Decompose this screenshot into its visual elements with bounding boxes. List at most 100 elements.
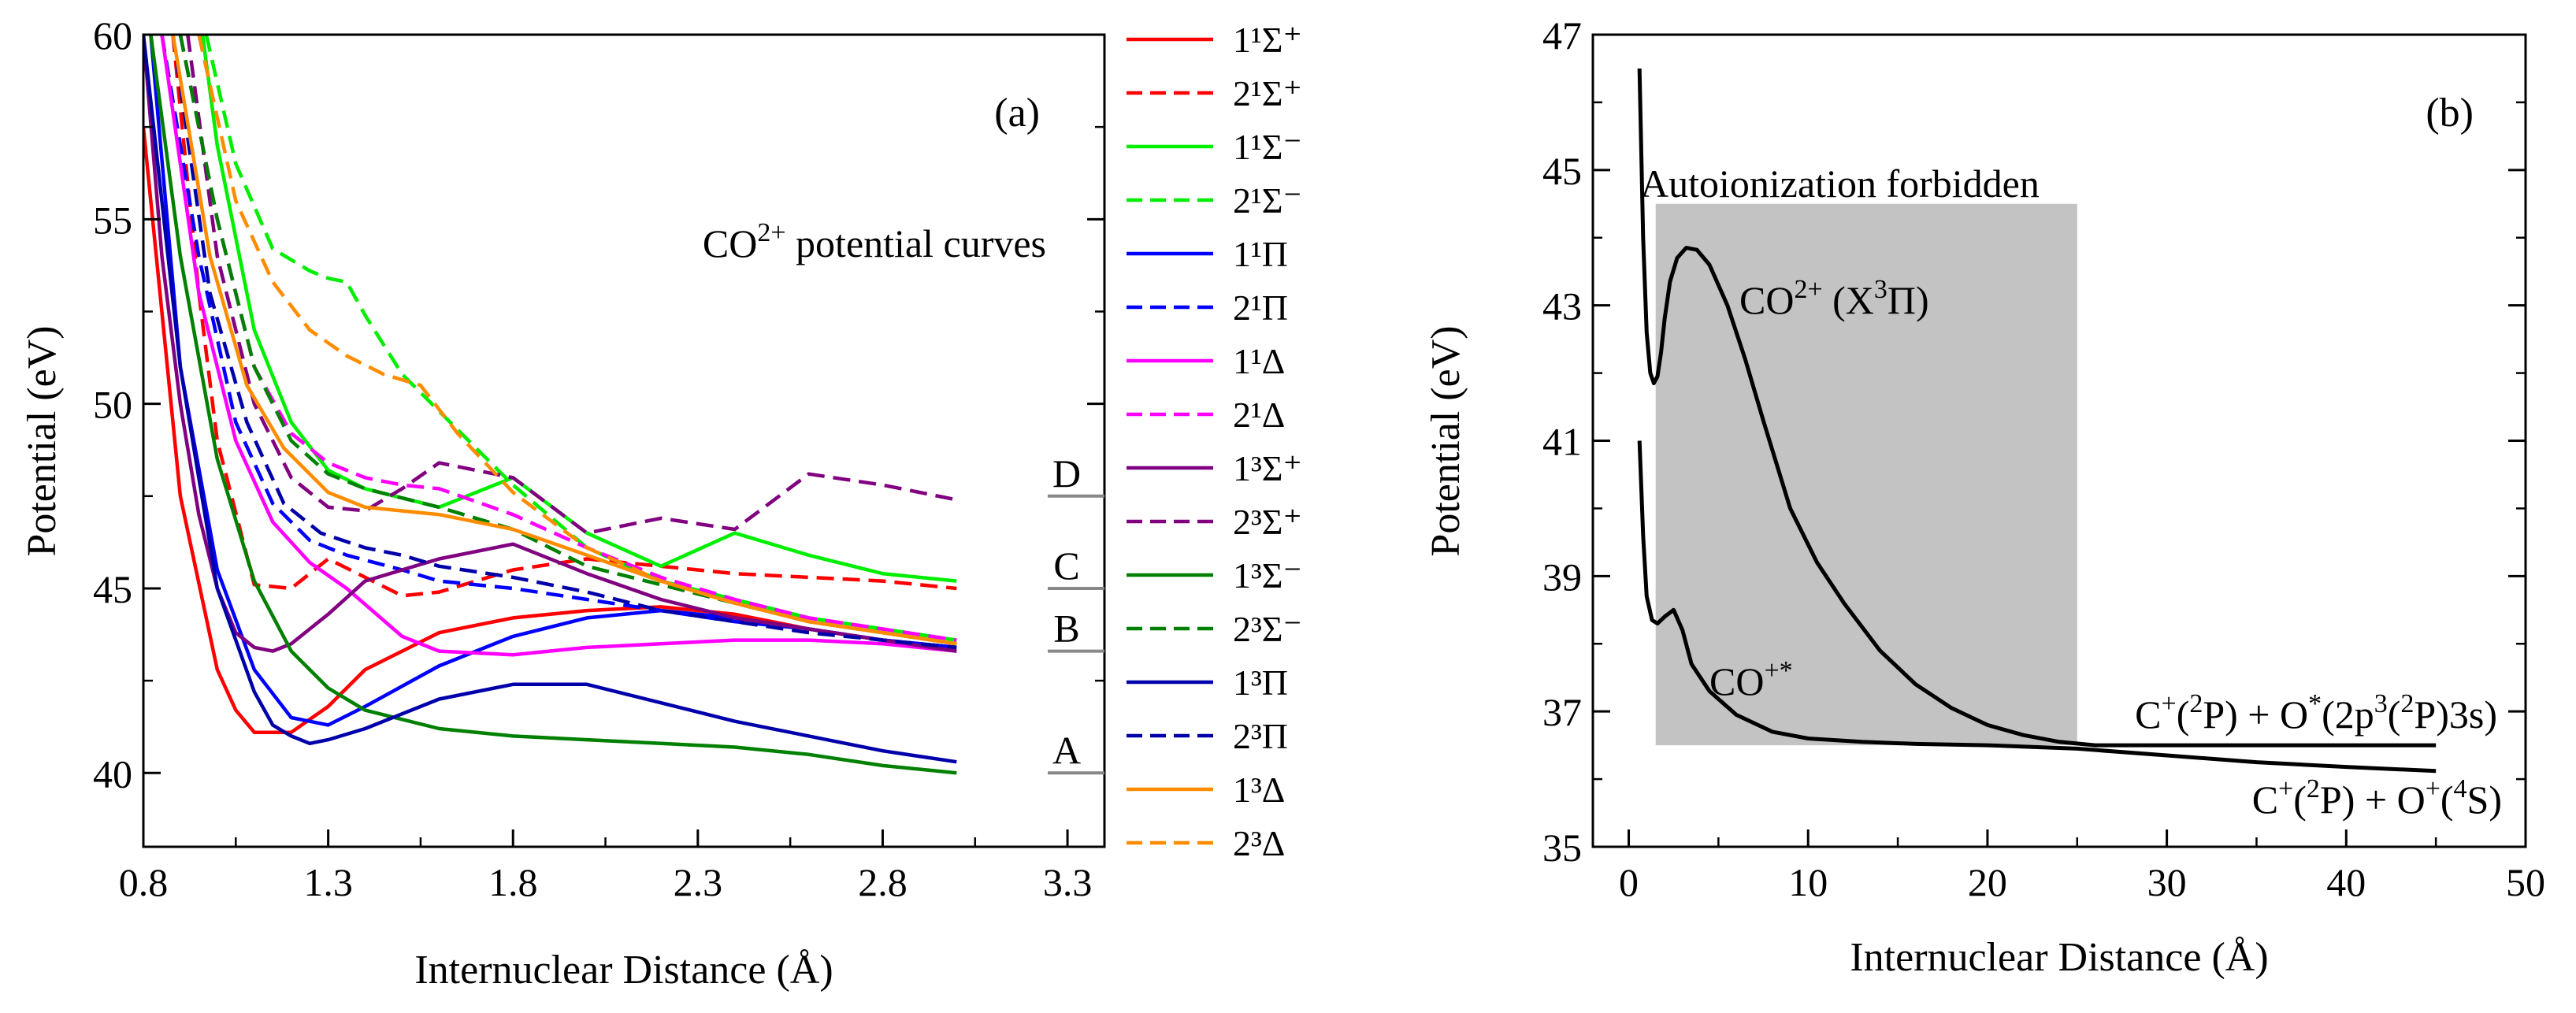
marker-label-d: D [1052, 451, 1081, 495]
curve-series-8 [143, 35, 957, 653]
t4: 2 [2189, 689, 2203, 718]
legend-label-12: 1³Π [1233, 662, 1288, 703]
marker-label-a: A [1052, 728, 1081, 772]
u3: ( [2293, 777, 2307, 822]
a-ytick-label: 60 [93, 13, 132, 58]
a-ytick-label: 40 [93, 751, 132, 796]
curve-series-14 [171, 35, 957, 646]
curve-series-10 [149, 35, 957, 775]
panel-a-legend: 1¹Σ⁺ 2¹Σ⁺ 1¹Σ⁻ 2¹Σ⁻ 1¹Π 2¹Π 1¹Δ 2¹Δ 1³Σ⁺ 2³Σ⁺ 1³Σ⁻… [1127, 20, 1302, 863]
a-ytick-label: 45 [93, 567, 132, 611]
t9: ( [2388, 692, 2401, 737]
curve-series-3 [204, 35, 957, 642]
panel-a-title: CO2+ potential curves [703, 218, 1046, 265]
u5: P) + O [2320, 777, 2426, 822]
curve-series-5 [160, 35, 957, 650]
t3: ( [2177, 692, 2190, 737]
marker-label-b: B [1053, 607, 1079, 651]
b-ytick-label: 43 [1542, 284, 1582, 328]
b-ytick-label: 39 [1542, 555, 1582, 599]
anno-co2-c: Π) [1887, 278, 1929, 322]
legend-label-6: 1¹Δ [1233, 341, 1285, 381]
t2: + [2162, 689, 2177, 718]
panel-b-xlabel: Internuclear Distance (Å) [1850, 935, 2268, 980]
b-ytick-label: 35 [1542, 826, 1582, 870]
anno-co-sup: +* [1764, 656, 1792, 685]
b-ytick-label: 45 [1542, 149, 1582, 193]
panel-a-label: (a) [994, 91, 1040, 135]
panel-a-ticks: 0.8 1.3 1.8 2.3 2.8 3.3 40 45 50 55 60 [93, 13, 1104, 904]
panel-a-title-sup: 2+ [757, 218, 785, 247]
curve-series-15 [197, 35, 957, 646]
panel-a-title-co: CO [703, 221, 757, 265]
marker-label-c: C [1053, 544, 1079, 588]
a-xtick-label: 1.8 [488, 860, 538, 904]
legend-label-14: 1³Δ [1233, 770, 1285, 810]
panel-a-title-rest: potential curves [786, 221, 1046, 265]
b-ytick-label: 47 [1542, 13, 1582, 58]
u6: + [2426, 774, 2441, 803]
legend-label-5: 2¹Π [1233, 288, 1288, 328]
legend-label-7: 2¹Δ [1233, 395, 1285, 435]
legend-label-0: 1¹Σ⁺ [1233, 20, 1302, 60]
b-curve-0 [1637, 68, 2437, 748]
panel-a-frame [142, 33, 1106, 848]
annotation-co2plus-x3pi: CO2+ (X3Π) [1739, 275, 1929, 322]
b-curve-1 [1637, 440, 2437, 774]
curve-series-13 [171, 35, 957, 650]
a-xtick-label: 2.3 [674, 860, 723, 904]
t6: * [2308, 689, 2322, 718]
panel-b-label: (b) [2426, 91, 2474, 135]
panel-a-xlabel: Internuclear Distance (Å) [414, 948, 833, 993]
legend-label-3: 2¹Σ⁻ [1233, 180, 1302, 221]
u2: + [2278, 774, 2293, 803]
t7: (2p [2322, 692, 2374, 737]
anno-co2-sup3: 3 [1874, 275, 1887, 304]
b-xtick-label: 40 [2326, 860, 2366, 904]
legend-label-2: 1¹Σ⁻ [1233, 127, 1302, 167]
b-xtick-label: 0 [1619, 860, 1639, 904]
legend-label-9: 2³Σ⁺ [1233, 502, 1302, 542]
legend-label-11: 2³Σ⁻ [1233, 609, 1302, 649]
t10: 2 [2400, 689, 2414, 718]
panel-b-curves [1637, 68, 2437, 774]
u9: S) [2467, 777, 2502, 822]
legend-label-4: 1¹Π [1233, 234, 1288, 274]
legend-label-10: 1³Σ⁻ [1233, 555, 1302, 596]
anno-co2-sup: 2+ [1794, 275, 1822, 304]
legend-label-8: 1³Σ⁺ [1233, 448, 1302, 488]
annotation-c-plus-o-plus: C+(2P) + O+(4S) [2252, 774, 2502, 822]
t5: P) + O [2203, 692, 2308, 737]
u8: 4 [2454, 774, 2467, 803]
curve-series-9 [186, 35, 957, 535]
a-xtick-label: 1.3 [303, 860, 353, 904]
panel-b-ylabel: Potential (eV) [1423, 325, 1468, 556]
anno-co2-b: (X [1823, 278, 1874, 322]
t1: C [2135, 692, 2161, 737]
legend-label-13: 2³Π [1233, 716, 1288, 756]
u7: ( [2441, 777, 2454, 822]
a-xtick-label: 3.3 [1043, 860, 1093, 904]
panel-a-ylabel: Potential (eV) [20, 325, 65, 556]
panel-a-curves [143, 35, 957, 775]
t8: 3 [2374, 689, 2388, 718]
autoionization-forbidden-region [1655, 203, 2077, 746]
anno-co-a: CO [1709, 659, 1764, 703]
anno-co2-a: CO [1739, 278, 1794, 322]
u4: 2 [2307, 774, 2320, 803]
curve-series-11 [178, 35, 957, 646]
u1: C [2252, 777, 2278, 822]
b-ytick-label: 41 [1542, 420, 1582, 464]
b-xtick-label: 50 [2506, 860, 2545, 904]
curve-series-2 [200, 35, 957, 583]
b-xtick-label: 30 [2147, 860, 2187, 904]
a-xtick-label: 2.8 [858, 860, 908, 904]
panel-a-markers: D CB A [1048, 451, 1104, 775]
curve-series-6 [160, 35, 957, 657]
a-ytick-label: 50 [93, 383, 132, 427]
annotation-c-plus-o-star: C+(2P) + O*(2p3(2P)3s) [2135, 689, 2497, 737]
curve-series-1 [171, 35, 957, 598]
